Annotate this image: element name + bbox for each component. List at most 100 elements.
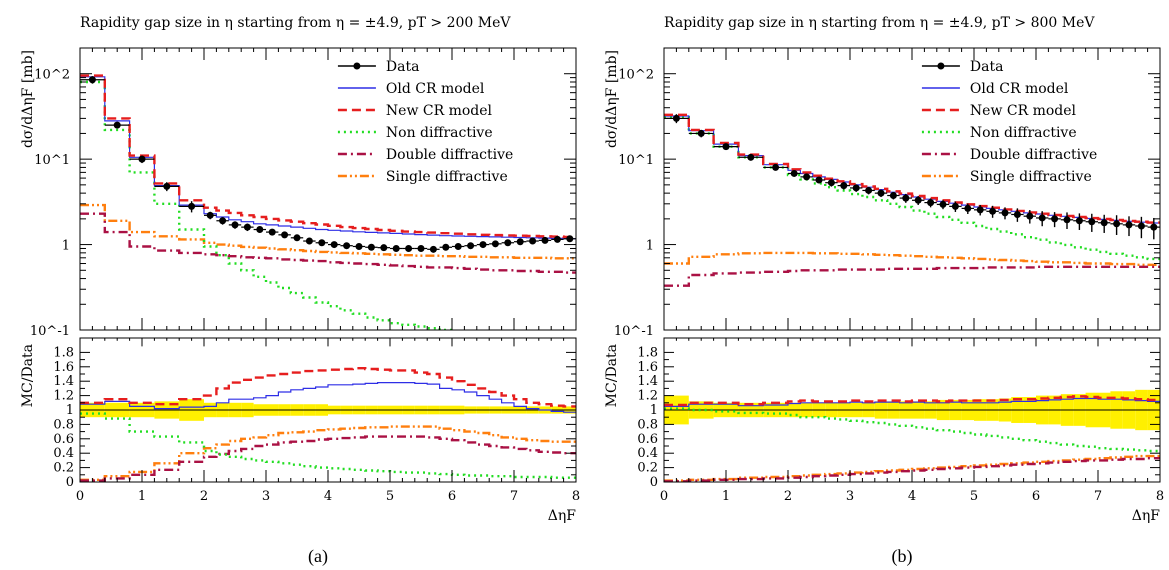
data-point xyxy=(343,242,351,250)
y-tick-label-main: 1 xyxy=(646,239,654,254)
x-tick-label: 8 xyxy=(1156,489,1164,504)
y-tick-label-ratio: 1.6 xyxy=(637,360,658,375)
legend-label-non-diffractive: Non diffractive xyxy=(970,125,1077,141)
ratio-series-new-cr-model xyxy=(664,395,1160,407)
data-point xyxy=(672,114,680,122)
data-point xyxy=(1063,216,1071,224)
legend-label-double-diffractive: Double diffractive xyxy=(386,147,513,163)
data-point xyxy=(491,240,499,248)
x-tick-label: 0 xyxy=(660,489,668,504)
data-point xyxy=(268,228,276,236)
data-point xyxy=(566,235,574,243)
data-point xyxy=(1051,215,1059,223)
data-point xyxy=(1013,210,1021,218)
series-line-new-cr-model xyxy=(80,74,576,239)
data-point xyxy=(330,241,338,249)
y-axis-label-main: dσ/dΔηF [mb] xyxy=(604,50,620,148)
y-tick-label-ratio: 1.8 xyxy=(637,345,658,360)
data-point xyxy=(1137,222,1145,230)
y-tick-label-ratio: 1.2 xyxy=(637,389,658,404)
legend-label-old-cr-model: Old CR model xyxy=(970,81,1069,97)
y-tick-label-ratio: 1 xyxy=(66,403,74,418)
series-line-double-diffractive xyxy=(664,265,1160,287)
x-tick-label: 1 xyxy=(722,489,730,504)
ratio-series-non-diffractive xyxy=(80,412,576,479)
data-point xyxy=(417,244,425,252)
data-point xyxy=(1125,221,1133,229)
series-line-non-diffractive xyxy=(80,80,454,330)
x-tick-label: 2 xyxy=(200,489,208,504)
y-tick-label-ratio: 1.6 xyxy=(53,360,74,375)
ratio-series-double-diffractive xyxy=(664,457,1160,482)
panel-label: (b) xyxy=(892,546,913,567)
data-point xyxy=(803,173,811,181)
data-point xyxy=(1150,223,1158,231)
y-tick-label-ratio: 1.2 xyxy=(53,389,74,404)
x-axis-label: ΔηF xyxy=(1132,508,1160,524)
panel-label: (a) xyxy=(308,546,328,567)
legend-label-data: Data xyxy=(386,59,420,75)
legend-label-new-cr-model: New CR model xyxy=(386,103,493,119)
data-point xyxy=(1026,212,1034,220)
y-tick-label-ratio: 0 xyxy=(66,475,74,490)
data-point xyxy=(541,236,549,244)
y-axis-label-ratio: MC/Data xyxy=(604,344,620,407)
data-point xyxy=(939,200,947,208)
data-point xyxy=(815,176,823,184)
y-tick-label-ratio: 0.6 xyxy=(637,432,658,447)
data-point xyxy=(976,206,984,214)
data-point xyxy=(454,242,462,250)
ratio-series-old-cr-model xyxy=(80,382,576,413)
chart-title: Rapidity gap size in η starting from η =… xyxy=(80,15,511,31)
data-point xyxy=(1001,209,1009,217)
x-tick-label: 2 xyxy=(784,489,792,504)
data-point xyxy=(516,238,524,246)
y-tick-label-ratio: 1 xyxy=(650,403,658,418)
x-tick-label: 7 xyxy=(1094,489,1102,504)
x-tick-label: 1 xyxy=(138,489,146,504)
data-point xyxy=(772,163,780,171)
legend-label-data: Data xyxy=(970,59,1004,75)
x-tick-label: 4 xyxy=(908,489,916,504)
data-point xyxy=(1088,218,1096,226)
main-frame xyxy=(663,47,1161,331)
chart-title: Rapidity gap size in η starting from η =… xyxy=(664,15,1095,31)
y-tick-label-main: 10^-1 xyxy=(614,324,654,339)
ratio-series-old-cr-model xyxy=(664,397,1160,407)
x-tick-label: 3 xyxy=(846,489,854,504)
data-point xyxy=(840,182,848,190)
ratio-series-non-diffractive xyxy=(664,407,1160,453)
data-point xyxy=(1075,217,1083,225)
y-axis-label-ratio: MC/Data xyxy=(20,344,36,407)
data-point xyxy=(318,239,326,247)
y-tick-label-main: 10^1 xyxy=(34,153,70,168)
x-tick-label: 7 xyxy=(510,489,518,504)
data-point xyxy=(405,244,413,252)
y-tick-label-main: 10^1 xyxy=(618,153,654,168)
data-point xyxy=(529,237,537,245)
y-tick-label-main: 10^-1 xyxy=(30,324,70,339)
legend-data-marker xyxy=(937,62,945,70)
data-point xyxy=(479,241,487,249)
data-point xyxy=(219,217,227,225)
data-point xyxy=(392,244,400,252)
data-point xyxy=(113,121,121,129)
y-tick-label-ratio: 0.8 xyxy=(53,417,74,432)
y-tick-label-ratio: 0.2 xyxy=(637,461,658,476)
data-point xyxy=(697,129,705,137)
series-line-double-diffractive xyxy=(80,212,576,274)
series-line-single-diffractive xyxy=(664,251,1160,266)
data-point xyxy=(243,223,251,231)
data-point xyxy=(88,76,96,84)
data-point xyxy=(747,153,755,161)
data-point xyxy=(553,235,561,243)
data-point xyxy=(355,242,363,250)
legend-label-non-diffractive: Non diffractive xyxy=(386,125,493,141)
panel-a: Rapidity gap size in η starting from η =… xyxy=(20,15,580,567)
x-tick-label: 6 xyxy=(1032,489,1040,504)
data-point xyxy=(367,243,375,251)
x-tick-label: 3 xyxy=(262,489,270,504)
ratio-series-new-cr-model xyxy=(80,367,576,408)
y-tick-label-main: 10^2 xyxy=(618,68,654,83)
data-point xyxy=(989,207,997,215)
